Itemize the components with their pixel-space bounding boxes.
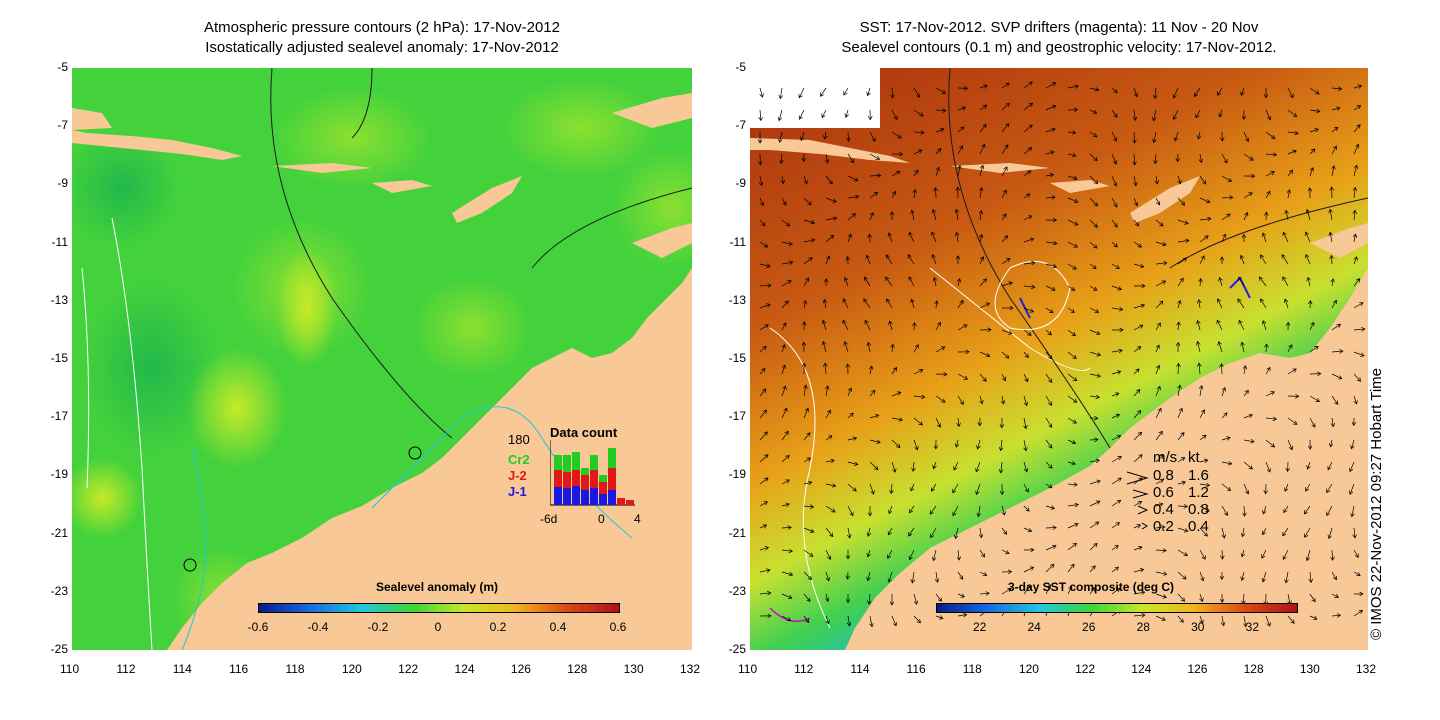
colorbar-tick-label: 26: [1082, 620, 1096, 634]
y-tick-label: -9: [735, 176, 746, 191]
x-tick-label: 124: [1131, 662, 1152, 676]
x-tick-label: 116: [229, 662, 249, 676]
sst-map: [750, 68, 1368, 650]
velocity-legend-ms-1: 0.8: [1153, 467, 1174, 484]
left-colorbar-title: Sealevel anomaly (m): [376, 580, 499, 594]
data-count-series-j1: J-1: [508, 484, 527, 499]
y-tick-label: -23: [728, 583, 746, 598]
y-tick-label: -5: [57, 60, 68, 74]
right-title-line1: SST: 17-Nov-2012. SVP drifters (magenta)…: [859, 19, 1259, 36]
left-title-line1: Atmospheric pressure contours (2 hPa): 1…: [203, 19, 560, 36]
y-tick-label: -7: [735, 118, 746, 133]
x-tick-label: 112: [116, 662, 136, 676]
right-colorbar: [936, 603, 1298, 613]
velocity-legend-ms-4: 0.2: [1153, 518, 1174, 535]
velocity-legend-kt-4: 0.4: [1188, 518, 1209, 535]
x-tick-label: 124: [454, 662, 475, 676]
data-count-bars: [550, 440, 635, 506]
data-count-xlabel-start: -6d: [540, 512, 558, 526]
x-tick-label: 122: [398, 662, 419, 676]
velocity-legend-kt-3: 0.8: [1188, 501, 1209, 518]
y-tick-label: -11: [729, 234, 746, 249]
x-tick-label: 128: [1243, 662, 1264, 676]
y-tick-label: -15: [50, 351, 68, 365]
x-tick-label: 120: [1018, 662, 1039, 676]
y-tick-label: -11: [51, 234, 68, 249]
x-tick-label: 116: [906, 662, 926, 676]
colorbar-tick-label: 28: [1136, 620, 1150, 634]
velocity-legend-ms-header: m/s: [1153, 449, 1178, 466]
left-title-line2: Isostatically adjusted sealevel anomaly:…: [205, 39, 559, 56]
colorbar-tick-label: -0.4: [307, 620, 329, 634]
data-count-series-j2: J-2: [508, 468, 527, 483]
x-tick-label: 114: [850, 662, 870, 676]
x-tick-label: 118: [285, 662, 305, 676]
y-tick-label: -25: [50, 642, 68, 656]
x-tick-label: 126: [1187, 662, 1208, 676]
velocity-legend-arrows: [1126, 471, 1149, 530]
right-title-line2: Sealevel contours (0.1 m) and geostrophi…: [841, 39, 1277, 56]
left-colorbar: [258, 603, 620, 613]
colorbar-tick-label: 0: [434, 620, 442, 634]
data-count-xlabel-end: 4: [634, 512, 641, 526]
right-colorbar-title: 3-day SST composite (deg C): [1008, 580, 1175, 594]
x-tick-label: 112: [794, 662, 814, 676]
velocity-arrows: [760, 82, 1365, 627]
velocity-legend-ms-3: 0.4: [1153, 501, 1174, 518]
data-count-title: Data count: [550, 425, 618, 440]
colorbar-tick-label: -0.2: [367, 620, 389, 634]
y-tick-label: -13: [728, 292, 746, 307]
y-tick-label: -17: [50, 409, 68, 424]
sst-field: [750, 68, 1368, 650]
y-tick-label: -19: [728, 467, 746, 482]
velocity-legend-kt-1: 1.6: [1188, 467, 1209, 484]
copyright-label: © IMOS 22-Nov-2012 09:27 Hobart Time: [1368, 367, 1385, 640]
x-tick-label: 110: [738, 662, 758, 676]
y-tick-label: -7: [57, 118, 68, 133]
y-tick-label: -21: [50, 525, 68, 540]
x-tick-label: 126: [510, 662, 531, 676]
colorbar-tick-label: 30: [1191, 620, 1205, 634]
colorbar-tick-label: 0.2: [489, 620, 507, 634]
x-tick-label: 130: [623, 662, 644, 676]
y-tick-label: -23: [50, 583, 68, 598]
colorbar-tick-label: 0.4: [549, 620, 567, 634]
colorbar-tick-label: 0.6: [609, 620, 627, 634]
colorbar-tick-label: 24: [1027, 620, 1041, 634]
x-tick-label: 118: [962, 662, 982, 676]
x-tick-label: 130: [1299, 662, 1320, 676]
y-tick-label: -5: [735, 60, 746, 74]
x-tick-label: 132: [680, 662, 701, 676]
data-count-xlabel-zero: 0: [598, 512, 605, 526]
x-tick-label: 114: [172, 662, 192, 676]
y-tick-label: -9: [57, 176, 68, 191]
y-tick-label: -15: [728, 351, 746, 365]
x-tick-label: 132: [1356, 662, 1377, 676]
y-tick-label: -25: [728, 642, 746, 656]
y-tick-label: -19: [50, 467, 68, 482]
sealevel-anomaly-field: [72, 68, 692, 650]
colorbar-tick-label: 22: [972, 620, 987, 634]
colorbar-tick-label: -0.6: [247, 620, 269, 634]
x-tick-label: 128: [567, 662, 588, 676]
colorbar-tick-label: 32: [1245, 620, 1260, 634]
velocity-legend-kt-header: kt: [1188, 449, 1200, 466]
x-tick-label: 110: [60, 662, 80, 676]
x-tick-label: 122: [1075, 662, 1096, 676]
y-tick-label: -13: [50, 292, 68, 307]
x-tick-label: 120: [341, 662, 362, 676]
y-tick-label: -21: [728, 525, 746, 540]
data-count-series-cr2: Cr2: [508, 452, 530, 467]
sealevel-anomaly-map: [72, 68, 692, 650]
velocity-legend-ms-2: 0.6: [1153, 484, 1174, 501]
velocity-legend-kt-2: 1.2: [1188, 484, 1209, 501]
y-tick-label: -17: [728, 409, 746, 424]
data-count-ymax: 180: [508, 432, 530, 447]
